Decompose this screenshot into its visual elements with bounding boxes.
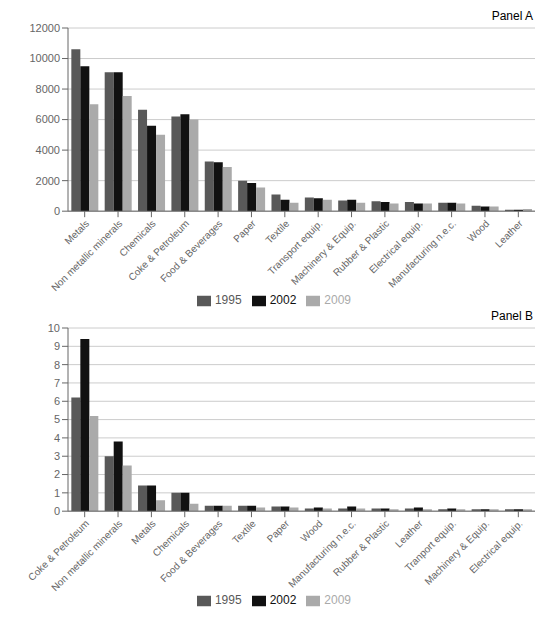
svg-text:6: 6 — [54, 395, 60, 407]
svg-text:2000: 2000 — [36, 175, 60, 187]
svg-text:0: 0 — [54, 205, 60, 217]
svg-text:8: 8 — [54, 359, 60, 371]
svg-text:Machinery & Equip.: Machinery & Equip. — [422, 517, 492, 587]
svg-text:4000: 4000 — [36, 144, 60, 156]
svg-text:5: 5 — [54, 413, 60, 425]
svg-text:7: 7 — [54, 377, 60, 389]
svg-text:Electrical equip.: Electrical equip. — [467, 518, 525, 576]
svg-text:Tranport equip.: Tranport equip. — [402, 517, 458, 574]
svg-text:1: 1 — [54, 487, 60, 499]
svg-text:Metals: Metals — [63, 218, 92, 247]
svg-text:6000: 6000 — [36, 113, 60, 125]
svg-text:0: 0 — [54, 505, 60, 517]
svg-text:Rubber & Plastic: Rubber & Plastic — [331, 218, 391, 278]
svg-text:12000: 12000 — [29, 24, 60, 34]
svg-text:Transport equip.: Transport equip. — [266, 218, 325, 277]
svg-text:Electrical equip.: Electrical equip. — [367, 217, 425, 276]
svg-text:Coke & Petroleum: Coke & Petroleum — [126, 218, 191, 283]
html-text:1995: 1995 — [214, 593, 242, 608]
svg-text:Food & Beverages: Food & Beverages — [158, 218, 224, 284]
svg-text:Chemicals: Chemicals — [117, 217, 158, 259]
svg-text:Manufacturing n.e.c.: Manufacturing n.e.c. — [286, 517, 358, 590]
svg-text:Chemicals: Chemicals — [150, 517, 192, 559]
html-text:2009: 2009 — [324, 293, 351, 308]
svg-text:4: 4 — [54, 432, 60, 444]
svg-text:Textile: Textile — [230, 518, 258, 546]
svg-text:8000: 8000 — [36, 83, 60, 95]
svg-text:9: 9 — [54, 340, 60, 352]
html-text:Panel B: Panel B — [491, 309, 533, 323]
svg-text:Non metallic minerals: Non metallic minerals — [49, 218, 124, 293]
svg-text:Wood: Wood — [465, 218, 491, 244]
svg-text:Textile: Textile — [263, 218, 291, 246]
html-text:Panel A: Panel A — [491, 9, 533, 23]
svg-text:Food & Beverages: Food & Beverages — [158, 518, 224, 584]
svg-text:Leather: Leather — [393, 517, 425, 549]
svg-text:Paper: Paper — [231, 217, 258, 244]
svg-text:Rubber & Plastic: Rubber & Plastic — [331, 518, 391, 578]
html-text:2002: 2002 — [269, 293, 297, 308]
svg-text:Coke & Petroleum: Coke & Petroleum — [26, 518, 91, 583]
svg-text:Non metallic minerals: Non metallic minerals — [49, 518, 124, 593]
svg-text:Wood: Wood — [298, 518, 324, 544]
html-text:2002: 2002 — [269, 593, 297, 608]
svg-text:Machinery & Equip.: Machinery & Equip. — [288, 217, 358, 287]
svg-text:Metals: Metals — [129, 518, 158, 547]
svg-text:Leather: Leather — [493, 217, 525, 249]
html-text:2009: 2009 — [324, 593, 351, 608]
svg-text:Paper: Paper — [265, 517, 292, 544]
svg-text:2: 2 — [54, 468, 60, 480]
svg-text:10000: 10000 — [29, 52, 60, 64]
svg-text:3: 3 — [54, 450, 60, 462]
svg-text:10: 10 — [48, 324, 60, 334]
html-text:1995: 1995 — [214, 293, 242, 308]
svg-text:Manufacturing n.e.c.: Manufacturing n.e.c. — [386, 218, 458, 290]
